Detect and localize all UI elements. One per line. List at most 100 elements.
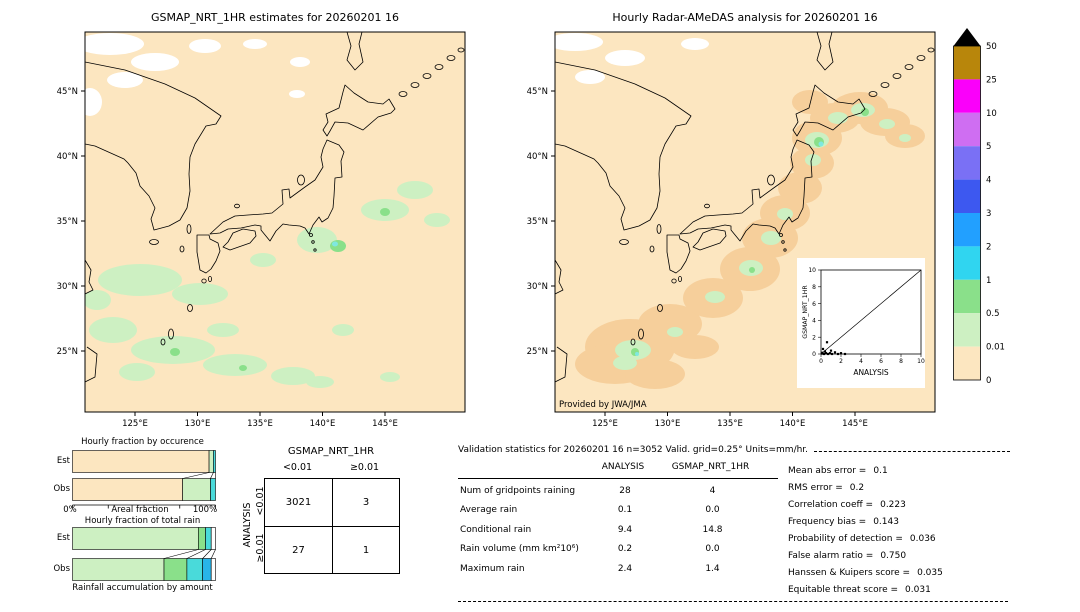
svg-text:4: 4 <box>859 358 863 365</box>
svg-text:130°E: 130°E <box>185 419 211 429</box>
stats-row: Maximum rain 2.4 1.4 <box>460 563 720 574</box>
svg-text:10: 10 <box>917 358 925 365</box>
svg-text:8: 8 <box>812 284 816 291</box>
validation-stats: Validation statistics for 20260201 16 n=… <box>458 445 1010 607</box>
stats-row: Rain volume (mm km²10⁶) 0.2 0.0 <box>460 544 720 555</box>
totalrain-bars <box>72 527 216 581</box>
colorbar-overflow-arrow <box>953 28 981 46</box>
svg-text:6: 6 <box>812 301 816 308</box>
svg-text:10: 10 <box>808 267 816 274</box>
svg-text:2: 2 <box>986 242 991 252</box>
svg-text:145°E: 145°E <box>842 419 868 429</box>
contingency-cell: 3021 <box>285 497 312 508</box>
totalrain-est-label: Est <box>56 533 70 543</box>
scatter-point <box>822 352 826 356</box>
svg-text:50: 50 <box>986 42 997 52</box>
bar-segment <box>210 478 216 501</box>
svg-text:0.5: 0.5 <box>986 309 1000 319</box>
svg-text:30°N: 30°N <box>57 282 78 292</box>
inset-data-points <box>820 341 847 356</box>
svg-text:0.01: 0.01 <box>986 343 1005 353</box>
metric-row: Frequency bias = 0.143 <box>788 516 899 527</box>
metric-row: Probability of detection = 0.036 <box>788 533 936 544</box>
occurrence-obs-label: Obs <box>53 484 70 494</box>
svg-text:145°E: 145°E <box>372 419 398 429</box>
contingency-row-group: ANALYSIS <box>242 502 253 548</box>
svg-text:135°E: 135°E <box>717 419 743 429</box>
svg-text:4: 4 <box>812 318 816 325</box>
stats-col-analysis: ANALYSIS <box>601 462 645 472</box>
svg-text:140°E: 140°E <box>310 419 336 429</box>
metric-row: RMS error = 0.2 <box>788 482 865 493</box>
svg-text:5: 5 <box>986 142 991 152</box>
colorbar-segment <box>953 346 981 380</box>
metric-row: Hanssen & Kuipers score = 0.035 <box>788 567 943 578</box>
bar-connector-line <box>210 472 214 479</box>
right-map-ticks <box>551 90 856 416</box>
scatter-point <box>836 352 840 356</box>
inset-tick-labels: 0 2 4 6 8 10 0 2 4 6 8 10 <box>808 267 925 365</box>
metric-row: Mean abs error = 0.1 <box>788 465 888 476</box>
stats-col-gsmap: GSMAP_NRT_1HR <box>671 462 750 472</box>
bar-connector-line <box>186 549 206 559</box>
inset-ylabel: GSMAP_NRT_1HR <box>802 285 809 339</box>
svg-text:3: 3 <box>986 209 991 219</box>
scatter-point <box>821 347 825 351</box>
occurrence-axis-100: 100% <box>192 505 218 515</box>
svg-text:6: 6 <box>879 358 883 365</box>
right-map-tick-labels: 45°N 40°N 35°N 30°N 25°N 125°E 130°E 135… <box>527 87 868 429</box>
bar-segment <box>72 527 199 550</box>
svg-text:1: 1 <box>986 276 991 286</box>
left-map: 45°N 40°N 35°N 30°N 25°N 125°E 130°E 135… <box>57 31 466 429</box>
svg-text:45°N: 45°N <box>57 87 78 97</box>
svg-text:35°N: 35°N <box>57 217 78 227</box>
svg-text:0: 0 <box>812 351 816 358</box>
credit-text: Provided by JWA/JMA <box>559 400 647 410</box>
svg-text:130°E: 130°E <box>655 419 681 429</box>
svg-text:125°E: 125°E <box>122 419 148 429</box>
colorbar-labels: 50 25 10 5 4 3 2 1 0.5 0.01 0 <box>986 42 1005 386</box>
left-map-title: GSMAP_NRT_1HR estimates for 20260201 16 <box>150 11 400 24</box>
scatter-point <box>833 351 837 354</box>
svg-text:25°N: 25°N <box>527 347 548 357</box>
bar-segment <box>210 558 216 581</box>
right-map: 0 2 4 6 8 10 0 2 4 6 8 10 GSMAP_NRT_1HR … <box>527 31 936 429</box>
metric-row: Equitable threat score = 0.031 <box>788 584 931 595</box>
bar-segment <box>208 450 214 473</box>
left-map-nodata-patches <box>85 33 310 116</box>
svg-text:10: 10 <box>986 109 997 119</box>
scatter-point <box>825 341 829 344</box>
scatter-point <box>826 352 830 356</box>
colorbar: 50 25 10 5 4 3 2 1 0.5 0.01 0 <box>953 28 1005 386</box>
svg-text:4: 4 <box>986 176 991 186</box>
contingency-cell: 1 <box>332 526 399 573</box>
stats-bottom-rule <box>458 601 1008 602</box>
scatter-point <box>839 352 843 355</box>
svg-text:40°N: 40°N <box>57 152 78 162</box>
left-map-precipitation <box>85 181 450 388</box>
contingency-col-label-lt: <0.01 <box>282 462 313 473</box>
left-map-border <box>84 31 466 413</box>
svg-text:8: 8 <box>899 358 903 365</box>
svg-text:45°N: 45°N <box>527 87 548 97</box>
svg-text:2: 2 <box>839 358 843 365</box>
svg-text:30°N: 30°N <box>527 282 548 292</box>
bar-connector-line <box>182 472 210 479</box>
svg-text:25°N: 25°N <box>57 347 78 357</box>
bar-segment <box>213 450 216 473</box>
contingency-col-group: GSMAP_NRT_1HR <box>287 446 375 457</box>
bar-segment <box>202 558 212 581</box>
svg-text:140°E: 140°E <box>780 419 806 429</box>
metric-row: False alarm ratio = 0.750 <box>788 550 907 561</box>
bar-segment <box>72 558 165 581</box>
scatter-point <box>843 352 847 356</box>
right-map-title: Hourly Radar-AMeDAS analysis for 2026020… <box>612 11 878 24</box>
occurrence-axis-label: Areal fraction <box>111 505 169 515</box>
right-map-border <box>554 31 936 413</box>
stats-col-headers: ANALYSIS GSMAP_NRT_1HR <box>458 462 778 472</box>
svg-text:135°E: 135°E <box>247 419 273 429</box>
occurrence-chart-title: Hourly fraction by occurence <box>81 437 204 447</box>
colorbar-segment <box>953 313 981 347</box>
scatter-point <box>829 349 833 352</box>
bar-connector-line <box>210 549 216 559</box>
